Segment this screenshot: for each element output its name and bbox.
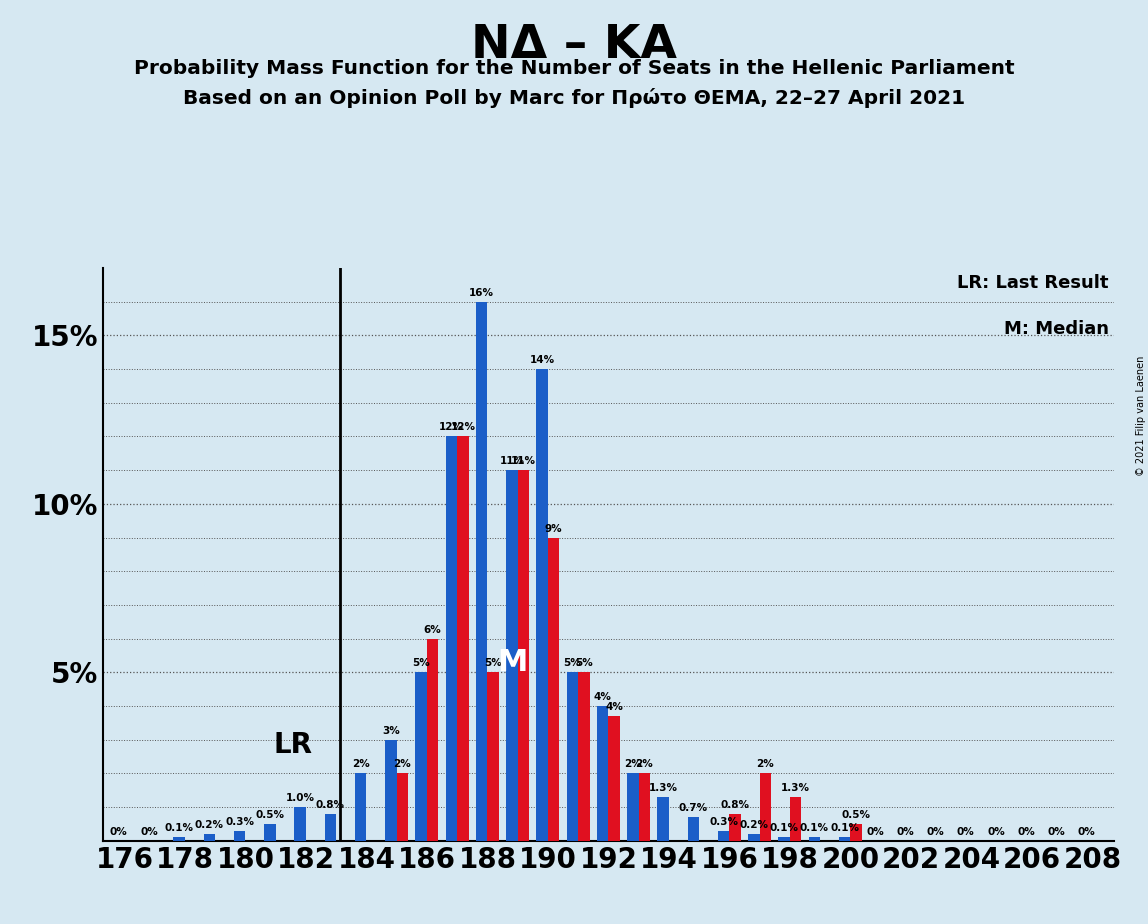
Text: 0.8%: 0.8% [316, 800, 344, 809]
Text: 6%: 6% [424, 625, 442, 635]
Text: 14%: 14% [529, 355, 554, 365]
Bar [536, 369, 548, 841]
Text: 4%: 4% [594, 692, 612, 702]
Text: 0%: 0% [897, 827, 914, 837]
Text: 0.2%: 0.2% [739, 821, 768, 830]
Text: 2%: 2% [394, 760, 411, 770]
Text: 0.8%: 0.8% [721, 800, 750, 809]
Text: 0.1%: 0.1% [830, 823, 859, 833]
Text: 0%: 0% [110, 827, 127, 837]
Text: 4%: 4% [605, 702, 623, 712]
Text: M: M [497, 648, 527, 676]
Bar [397, 773, 409, 841]
Bar [203, 834, 215, 841]
Bar [264, 824, 276, 841]
Text: 0%: 0% [140, 827, 158, 837]
Text: 0%: 0% [1047, 827, 1065, 837]
Bar [579, 673, 590, 841]
Bar [506, 470, 518, 841]
Text: 5%: 5% [412, 658, 430, 668]
Bar [427, 638, 439, 841]
Bar [295, 808, 307, 841]
Text: 0.1%: 0.1% [769, 823, 799, 833]
Text: 0%: 0% [1078, 827, 1095, 837]
Text: 0.7%: 0.7% [678, 803, 708, 813]
Bar [476, 301, 488, 841]
Text: LR: Last Result: LR: Last Result [957, 274, 1109, 292]
Bar [597, 706, 608, 841]
Text: 3%: 3% [382, 725, 400, 736]
Bar [567, 673, 579, 841]
Bar [627, 773, 638, 841]
Text: 0%: 0% [926, 827, 945, 837]
Bar [778, 837, 790, 841]
Text: 1.0%: 1.0% [286, 793, 315, 803]
Text: 1.3%: 1.3% [781, 783, 810, 793]
Text: 0.1%: 0.1% [800, 823, 829, 833]
Text: 11%: 11% [511, 456, 536, 466]
Bar [173, 837, 185, 841]
Text: 16%: 16% [470, 287, 494, 298]
Text: 5%: 5% [575, 658, 592, 668]
Text: 5%: 5% [564, 658, 581, 668]
Bar [548, 538, 559, 841]
Text: 5%: 5% [484, 658, 502, 668]
Bar [608, 716, 620, 841]
Text: 2%: 2% [757, 760, 774, 770]
Text: © 2021 Filip van Laenen: © 2021 Filip van Laenen [1135, 356, 1146, 476]
Bar [748, 834, 760, 841]
Text: 2%: 2% [351, 760, 370, 770]
Text: LR: LR [273, 731, 312, 760]
Text: 0%: 0% [1017, 827, 1035, 837]
Text: 0.3%: 0.3% [709, 817, 738, 827]
Bar [839, 837, 851, 841]
Text: 11%: 11% [499, 456, 525, 466]
Text: ΝΔ – ΚΑ: ΝΔ – ΚΑ [471, 23, 677, 68]
Text: 0.3%: 0.3% [225, 817, 254, 827]
Text: 0%: 0% [956, 827, 975, 837]
Text: 2%: 2% [625, 760, 642, 770]
Bar [808, 837, 820, 841]
Bar [638, 773, 650, 841]
Text: 12%: 12% [450, 422, 475, 432]
Text: 1.3%: 1.3% [649, 783, 677, 793]
Bar [718, 831, 729, 841]
Text: Based on an Opinion Poll by Marc for Πρώτο ΘΕΜΑ, 22–27 April 2021: Based on an Opinion Poll by Marc for Πρώ… [183, 88, 965, 108]
Bar [325, 814, 336, 841]
Text: 9%: 9% [545, 524, 563, 533]
Text: Probability Mass Function for the Number of Seats in the Hellenic Parliament: Probability Mass Function for the Number… [133, 59, 1015, 79]
Bar [688, 817, 699, 841]
Text: 0.2%: 0.2% [195, 821, 224, 830]
Bar [729, 814, 740, 841]
Bar [790, 797, 801, 841]
Bar [445, 436, 457, 841]
Text: 0.5%: 0.5% [256, 810, 285, 820]
Bar [518, 470, 529, 841]
Bar [416, 673, 427, 841]
Text: 0.5%: 0.5% [841, 810, 870, 820]
Text: 0.1%: 0.1% [165, 823, 194, 833]
Bar [386, 740, 397, 841]
Bar [355, 773, 366, 841]
Bar [658, 797, 669, 841]
Text: M: Median: M: Median [1003, 320, 1109, 337]
Text: 2%: 2% [636, 760, 653, 770]
Bar [760, 773, 771, 841]
Text: 0%: 0% [866, 827, 884, 837]
Bar [488, 673, 499, 841]
Text: 0%: 0% [987, 827, 1004, 837]
Bar [234, 831, 246, 841]
Bar [457, 436, 468, 841]
Bar [851, 824, 862, 841]
Text: 12%: 12% [439, 422, 464, 432]
